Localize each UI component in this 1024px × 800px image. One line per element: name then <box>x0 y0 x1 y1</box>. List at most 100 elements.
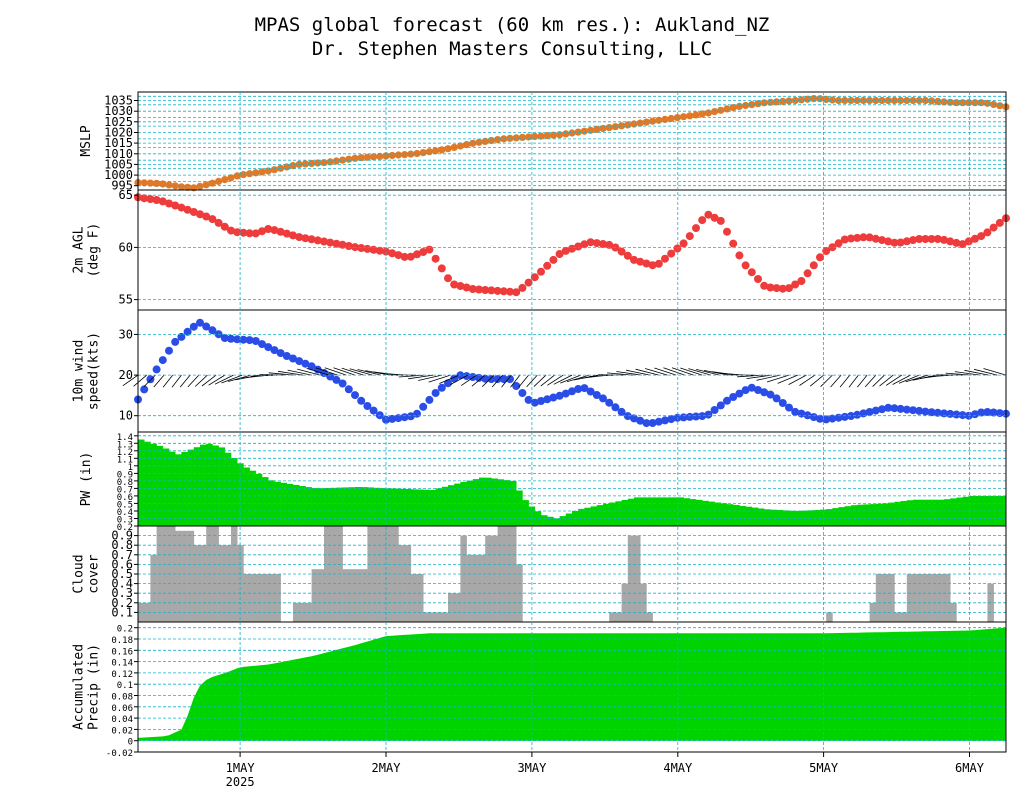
cloud-bar <box>262 574 269 622</box>
wind-point <box>400 413 409 422</box>
wind-barb <box>250 374 277 377</box>
t2m-point <box>518 283 527 292</box>
cloud-bar <box>627 535 635 622</box>
wind-point <box>803 411 812 420</box>
t2m-point <box>630 255 638 264</box>
precip-ytick-label: 0.06 <box>111 704 133 714</box>
pw-bar <box>435 488 443 526</box>
mslp-point <box>339 156 347 164</box>
pw-bar <box>993 495 1001 526</box>
wind-point <box>177 332 186 341</box>
t2m-point <box>375 246 384 255</box>
mslp-point <box>506 134 514 142</box>
mslp-point <box>729 104 737 112</box>
cloud-bar <box>274 574 281 622</box>
wind-point <box>258 340 266 349</box>
pw-bar <box>944 499 951 526</box>
pw-bar <box>156 445 164 526</box>
pw-bar <box>646 497 653 526</box>
mslp-point <box>549 131 558 139</box>
t2m-point <box>196 210 204 219</box>
wind-point <box>754 386 762 394</box>
wind-barb <box>428 374 451 383</box>
t2m-point <box>208 215 217 224</box>
cloud-bar <box>169 526 176 622</box>
mslp-point <box>252 169 260 177</box>
wind-point <box>896 404 905 413</box>
wind-barb <box>171 374 182 388</box>
cloud-bar <box>615 612 622 622</box>
wind-point <box>661 416 669 425</box>
x-tick-label: 5MAY <box>809 761 839 775</box>
wind-point <box>822 415 831 424</box>
pw-bar <box>770 509 777 526</box>
t2m-point <box>847 234 855 243</box>
t2m-point <box>456 282 465 290</box>
pw-bar <box>324 488 331 526</box>
pw-bar <box>888 502 895 526</box>
mslp-point <box>934 97 942 105</box>
pw-bar <box>906 500 914 526</box>
wind-point <box>630 414 638 423</box>
wind-point <box>245 336 254 345</box>
t2m-point <box>977 232 986 241</box>
wind-point <box>375 411 384 420</box>
pw-bar <box>497 479 505 526</box>
wind-point <box>977 408 986 417</box>
t2m-point <box>363 244 372 253</box>
wind-point <box>506 375 514 384</box>
pw-bar <box>479 477 486 526</box>
wind-point <box>561 389 570 398</box>
t2m-point <box>487 286 496 295</box>
mslp-point <box>376 152 384 160</box>
mslp-point <box>202 181 210 189</box>
pw-bar <box>671 497 678 526</box>
wind-barb <box>501 374 512 388</box>
precip-ytick-label: 0.08 <box>111 693 133 703</box>
wind-point <box>921 407 930 416</box>
cloud-bar <box>485 535 492 622</box>
t2m-point <box>419 248 428 256</box>
cloud-bar <box>882 574 889 622</box>
wind-point <box>431 389 440 397</box>
wind-point <box>530 398 539 407</box>
t2m-point <box>642 259 651 268</box>
cloud-bar <box>373 526 381 622</box>
wind-point <box>983 408 992 416</box>
mslp-point <box>568 129 576 137</box>
wind-point <box>592 391 601 399</box>
t2m-point <box>574 242 583 251</box>
wind-point <box>884 403 893 412</box>
wind-barb <box>553 374 573 385</box>
mslp-point <box>717 106 725 114</box>
pw-ytick-label: 1.3 <box>117 440 133 450</box>
mslp-point <box>494 136 502 144</box>
cloud-bar <box>417 574 424 622</box>
t2m-point <box>530 273 539 282</box>
wind-barb <box>162 374 174 388</box>
pw-bar <box>311 488 319 526</box>
pw-bar <box>144 441 151 526</box>
t2m-point <box>537 267 545 276</box>
t2m-point <box>382 247 390 256</box>
t2m-point <box>338 240 347 249</box>
mslp-ytick-label: 1010 <box>104 147 133 161</box>
pw-bar <box>361 487 368 526</box>
wind-barb <box>799 374 816 386</box>
wind-barb <box>179 374 191 388</box>
t2m-point <box>909 236 917 245</box>
pw-bar <box>900 501 908 526</box>
pw-ytick-label: 1 <box>128 463 133 473</box>
cloud-bar <box>900 612 908 622</box>
pw-ytick-label: 0.6 <box>117 493 133 503</box>
t2m-point <box>344 242 353 250</box>
wind-point <box>747 383 756 392</box>
pw-bar <box>745 506 753 526</box>
wind-point <box>816 414 824 423</box>
pw-bar <box>968 496 976 526</box>
wind-point <box>165 346 173 355</box>
t2m-point <box>853 233 862 242</box>
wind-point <box>220 334 229 342</box>
pw-bar <box>231 458 238 526</box>
